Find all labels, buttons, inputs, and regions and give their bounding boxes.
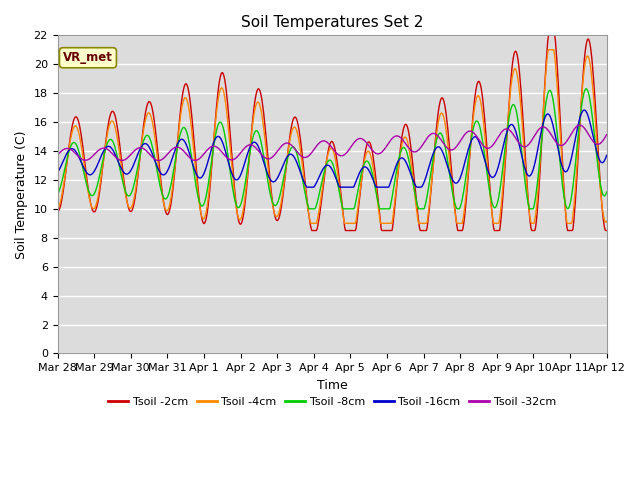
Tsoil -4cm xyxy=(399,136,407,142)
Text: VR_met: VR_met xyxy=(63,51,113,64)
Tsoil -32cm xyxy=(415,146,423,152)
Tsoil -8cm xyxy=(415,206,423,212)
Line: Tsoil -2cm: Tsoil -2cm xyxy=(58,36,607,230)
Tsoil -8cm xyxy=(120,184,128,190)
Tsoil -32cm xyxy=(603,132,611,138)
Tsoil -8cm xyxy=(54,192,61,197)
Tsoil -32cm xyxy=(177,145,184,151)
Tsoil -8cm xyxy=(582,86,590,92)
Tsoil -2cm xyxy=(399,126,407,132)
Tsoil -2cm xyxy=(205,198,212,204)
Tsoil -8cm xyxy=(603,189,611,195)
Tsoil -2cm xyxy=(120,178,128,183)
Tsoil -16cm xyxy=(176,138,184,144)
Tsoil -8cm xyxy=(306,206,314,212)
Tsoil -2cm xyxy=(176,115,184,121)
Tsoil -4cm xyxy=(545,47,552,53)
Tsoil -4cm xyxy=(176,120,184,125)
Tsoil -4cm xyxy=(307,220,315,226)
Tsoil -32cm xyxy=(205,145,213,151)
Tsoil -32cm xyxy=(399,138,407,144)
Tsoil -16cm xyxy=(580,107,588,113)
X-axis label: Time: Time xyxy=(317,379,348,392)
Tsoil -16cm xyxy=(54,169,61,175)
Tsoil -4cm xyxy=(205,191,212,197)
Tsoil -2cm xyxy=(415,225,423,230)
Tsoil -2cm xyxy=(54,209,61,215)
Title: Soil Temperatures Set 2: Soil Temperatures Set 2 xyxy=(241,15,423,30)
Tsoil -4cm xyxy=(415,220,423,226)
Line: Tsoil -8cm: Tsoil -8cm xyxy=(58,89,607,209)
Tsoil -8cm xyxy=(63,154,71,160)
Tsoil -2cm xyxy=(545,33,552,38)
Tsoil -16cm xyxy=(603,153,611,158)
Tsoil -32cm xyxy=(576,122,584,128)
Tsoil -32cm xyxy=(154,158,162,164)
Tsoil -2cm xyxy=(63,156,71,161)
Tsoil -32cm xyxy=(120,157,128,163)
Tsoil -16cm xyxy=(303,184,311,190)
Tsoil -2cm xyxy=(308,228,316,233)
Line: Tsoil -4cm: Tsoil -4cm xyxy=(58,50,607,223)
Tsoil -4cm xyxy=(603,218,611,224)
Tsoil -4cm xyxy=(63,156,71,161)
Tsoil -16cm xyxy=(120,170,128,176)
Legend: Tsoil -2cm, Tsoil -4cm, Tsoil -8cm, Tsoil -16cm, Tsoil -32cm: Tsoil -2cm, Tsoil -4cm, Tsoil -8cm, Tsoi… xyxy=(104,393,561,411)
Tsoil -4cm xyxy=(120,182,128,188)
Tsoil -4cm xyxy=(54,205,61,211)
Tsoil -8cm xyxy=(176,133,184,139)
Tsoil -8cm xyxy=(399,144,407,150)
Tsoil -32cm xyxy=(54,152,61,157)
Tsoil -2cm xyxy=(603,228,611,233)
Line: Tsoil -16cm: Tsoil -16cm xyxy=(58,110,607,187)
Tsoil -16cm xyxy=(63,149,71,155)
Tsoil -16cm xyxy=(415,184,423,190)
Tsoil -32cm xyxy=(63,145,71,151)
Y-axis label: Soil Temperature (C): Soil Temperature (C) xyxy=(15,130,28,259)
Line: Tsoil -32cm: Tsoil -32cm xyxy=(58,125,607,161)
Tsoil -16cm xyxy=(399,156,407,161)
Tsoil -8cm xyxy=(205,179,212,184)
Tsoil -16cm xyxy=(205,156,212,162)
